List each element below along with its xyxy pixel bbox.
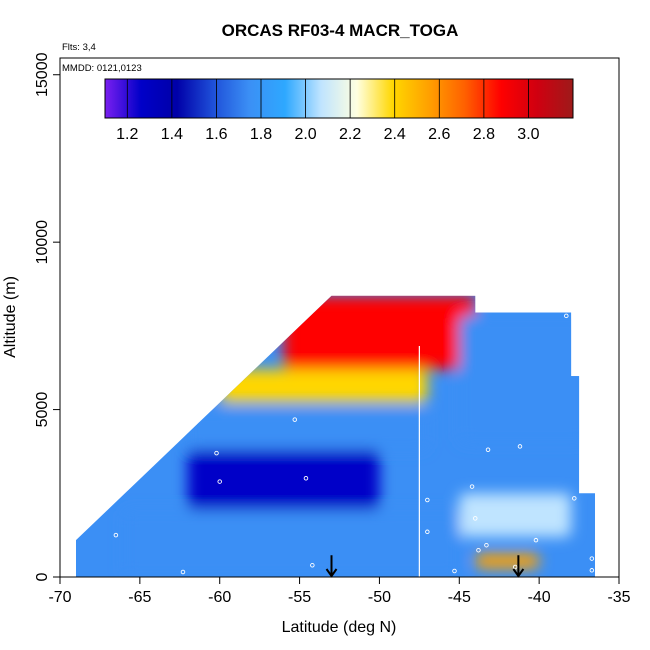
sample-point — [533, 537, 539, 543]
colorbar-tick-label: 1.6 — [205, 126, 227, 143]
heatmap-region — [123, 510, 460, 577]
heatmap-region — [283, 295, 476, 370]
heatmap-region — [187, 409, 428, 450]
dates-label: MMDD: 0121,0123 — [62, 63, 142, 74]
sample-point — [214, 450, 219, 456]
chart-title: ORCAS RF03-4 MACR_TOGA — [222, 21, 459, 40]
sample-points — [113, 313, 595, 575]
colorbar-tick-label: 1.8 — [250, 126, 272, 143]
heatmap-field — [75, 295, 596, 577]
arrow-head — [325, 568, 338, 578]
x-tick-label: -65 — [128, 589, 151, 606]
sample-point — [589, 556, 595, 561]
y-axis: 0 5000 10000 15000 — [34, 52, 61, 581]
sample-point — [425, 497, 430, 503]
colorbar-tick-label: 1.4 — [161, 126, 183, 143]
colorbar-tick-label: 2.4 — [384, 126, 406, 143]
y-tick-label: 10000 — [34, 220, 51, 265]
sample-point — [303, 475, 309, 481]
y-tick-label: 0 — [34, 572, 51, 581]
colorbar-tick-label: 2.0 — [294, 126, 316, 143]
colorbar-tick-label: 2.8 — [473, 126, 495, 143]
x-axis-label: Latitude (deg N) — [282, 619, 397, 636]
flights-label: Flts: 3,4 — [62, 42, 96, 53]
arrow-head — [512, 568, 525, 578]
sample-point — [476, 547, 481, 553]
x-tick-label: -35 — [607, 589, 630, 606]
sample-point — [484, 542, 489, 548]
colorbar-ticks: 1.2 1.4 1.6 1.8 2.0 2.2 2.4 2.6 2.8 3.0 — [116, 79, 540, 143]
sample-point — [572, 496, 577, 501]
sample-point — [425, 529, 430, 535]
profile-arrows — [325, 555, 525, 578]
heatmap-region — [459, 315, 588, 444]
x-tick-label: -55 — [288, 589, 311, 606]
sample-point — [452, 568, 457, 574]
x-tick-label: -60 — [208, 589, 231, 606]
colorbar-tick-label: 1.2 — [116, 126, 138, 143]
y-tick-label: 5000 — [34, 392, 51, 428]
colorbar-bar — [104, 78, 574, 119]
y-axis-label: Altitude (m) — [2, 276, 19, 358]
sample-point — [310, 563, 315, 568]
colorbar-tick-label: 2.2 — [339, 126, 361, 143]
heatmap-region — [187, 449, 380, 511]
sample-point — [469, 484, 475, 489]
heatmap-region — [219, 369, 428, 403]
heatmap-region — [459, 493, 572, 537]
x-tick-label: -45 — [448, 589, 471, 606]
sample-point — [217, 479, 222, 484]
colorbar-tick-label: 2.6 — [428, 126, 450, 143]
colorbar-tick-label: 3.0 — [517, 126, 539, 143]
x-tick-label: -70 — [48, 589, 71, 606]
sample-point — [485, 447, 491, 453]
sample-point — [512, 564, 518, 570]
heatmap-region — [475, 553, 540, 569]
sample-point — [292, 417, 298, 422]
heatmap-regions — [123, 295, 588, 577]
sample-point — [180, 569, 186, 575]
colorbar: 1.2 1.4 1.6 1.8 2.0 2.2 2.4 2.6 2.8 3.0 — [104, 78, 574, 143]
x-tick-label: -50 — [368, 589, 391, 606]
x-axis: -70 -65 -60 -55 -50 -45 -40 -35 — [48, 576, 631, 606]
sample-point — [564, 313, 569, 319]
y-tick-label: 15000 — [34, 52, 51, 97]
sample-point — [589, 568, 595, 573]
sample-point — [473, 516, 478, 521]
sample-point — [517, 444, 523, 449]
x-tick-label: -40 — [528, 589, 551, 606]
sample-point — [113, 532, 119, 538]
